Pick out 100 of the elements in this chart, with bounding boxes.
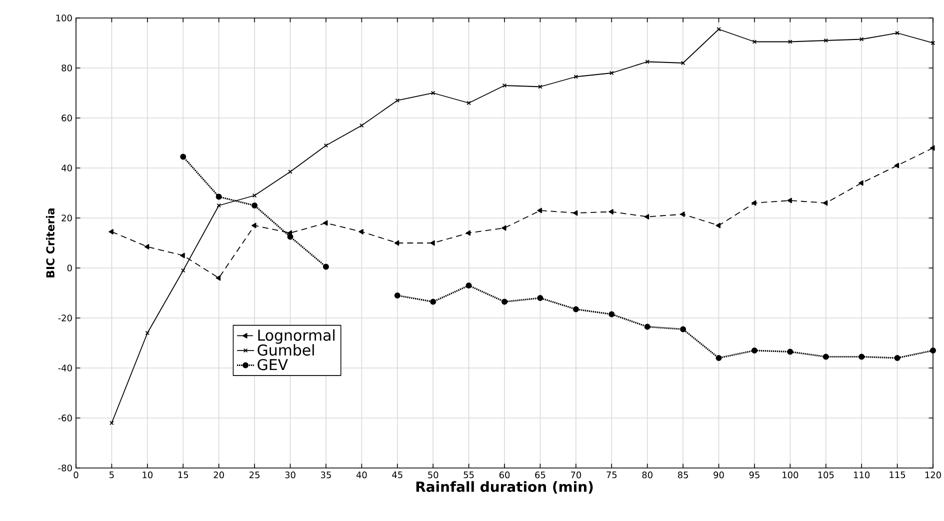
point: [716, 27, 721, 32]
y-tick-label: -40: [58, 364, 72, 372]
point: [644, 214, 650, 220]
y-tick-label: 60: [62, 114, 72, 122]
point: [430, 90, 436, 96]
point: [644, 324, 650, 330]
point: [574, 74, 578, 79]
point: [466, 100, 471, 106]
point: [216, 203, 221, 208]
point: [859, 37, 864, 42]
point: [609, 70, 614, 76]
point: [322, 220, 328, 226]
legend-label: Gumbel: [258, 344, 314, 356]
x-tick-label: 50: [428, 472, 438, 478]
x-tick-label: 40: [356, 472, 367, 478]
point: [858, 180, 864, 186]
x-tick-label: 110: [854, 472, 870, 478]
x-tick-label: 105: [818, 472, 834, 478]
x-tick-label: 45: [392, 472, 402, 478]
point: [787, 198, 792, 204]
x-tick-label: 70: [570, 472, 582, 478]
y-tick-label: 100: [56, 14, 72, 22]
x-tick-label: 55: [464, 472, 474, 478]
x-tick-label: 65: [535, 472, 546, 478]
point: [252, 193, 257, 198]
point: [466, 230, 471, 236]
x-tick-label: 85: [678, 472, 688, 478]
point: [645, 60, 650, 64]
point: [180, 154, 186, 160]
y-tick-label: 20: [62, 214, 72, 222]
point: [894, 162, 900, 168]
y-tick-label: -20: [58, 314, 72, 322]
point: [358, 229, 364, 234]
point: [822, 200, 828, 206]
point: [537, 295, 544, 301]
x-tick-label: 90: [714, 472, 724, 478]
point: [930, 145, 935, 151]
point: [287, 234, 294, 240]
point: [145, 330, 150, 336]
point: [538, 84, 542, 89]
x-tick-label: 75: [606, 472, 617, 478]
point: [180, 252, 185, 258]
point: [430, 298, 436, 305]
x-tick-label: 15: [178, 472, 188, 478]
point: [751, 200, 756, 206]
point: [608, 209, 614, 214]
point: [930, 348, 936, 354]
point: [322, 264, 329, 270]
point: [752, 40, 757, 44]
point: [824, 38, 828, 43]
y-tick-label: -80: [58, 464, 72, 472]
x-tick-label: 80: [642, 472, 652, 478]
point: [608, 311, 615, 318]
x-tick-label: 25: [249, 472, 260, 478]
point: [680, 60, 686, 66]
point: [894, 355, 900, 361]
x-tick-label: 20: [214, 472, 224, 478]
point: [360, 123, 364, 128]
y-tick-label: 80: [62, 64, 72, 72]
legend-label: GEV: [258, 358, 288, 370]
point: [430, 240, 435, 246]
x-tick-label: 30: [285, 472, 296, 478]
point: [252, 222, 256, 228]
point: [858, 354, 865, 360]
point: [537, 208, 542, 214]
x-tick-label: 115: [890, 472, 906, 478]
point: [394, 292, 400, 298]
point: [502, 298, 508, 305]
y-axis-title: BIC Criteria: [46, 208, 55, 278]
x-tick-label: 60: [499, 472, 510, 478]
legend-label: Lognormal: [258, 329, 334, 344]
point: [716, 355, 722, 361]
point: [572, 306, 579, 312]
point: [394, 240, 400, 246]
point: [108, 229, 114, 234]
point: [822, 354, 829, 360]
point: [895, 30, 900, 36]
x-tick-label: 5: [110, 472, 114, 478]
point: [680, 212, 685, 217]
x-tick-label: 10: [142, 472, 153, 478]
y-tick-label: 0: [67, 264, 72, 272]
x-axis-title: Rainfall duration (min): [416, 481, 593, 494]
y-tick-label: 40: [62, 164, 72, 172]
point: [751, 348, 758, 354]
point: [788, 40, 792, 44]
x-tick-label: 35: [320, 472, 331, 478]
point: [180, 268, 186, 273]
x-tick-label: 95: [749, 472, 760, 478]
point: [252, 202, 258, 208]
point: [680, 326, 686, 332]
point: [466, 282, 472, 288]
point: [572, 210, 578, 216]
y-tick-label: -60: [58, 414, 72, 422]
point: [144, 244, 150, 250]
point: [501, 225, 506, 231]
x-tick-label: 100: [782, 472, 798, 478]
point: [324, 143, 328, 148]
point: [216, 275, 221, 281]
x-tick-label: 120: [925, 472, 941, 478]
point: [395, 98, 400, 103]
